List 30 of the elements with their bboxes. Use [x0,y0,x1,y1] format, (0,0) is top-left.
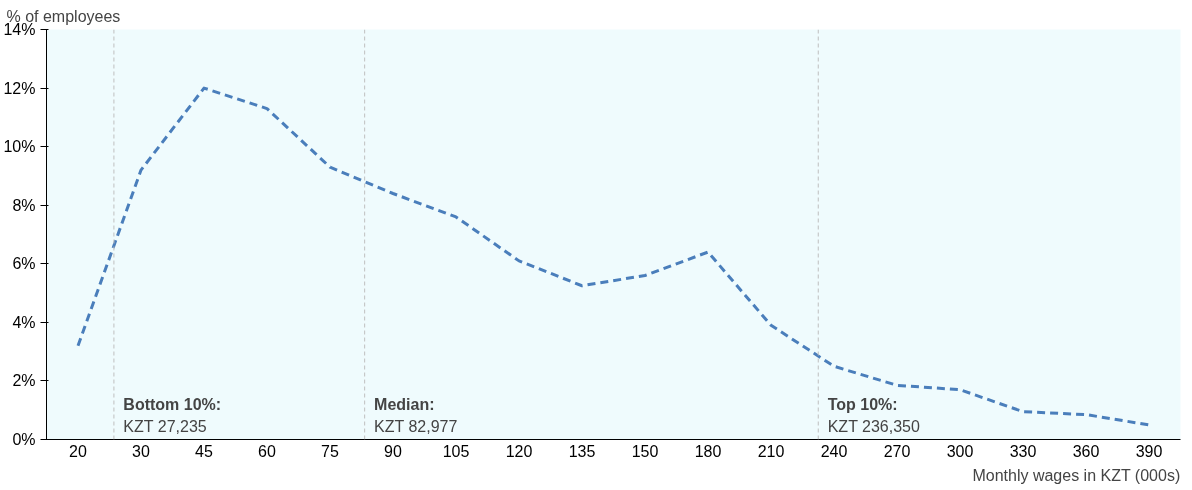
y-tick-label: 6% [12,255,36,273]
x-tick-label: 75 [321,442,339,460]
annotation: Top 10%: KZT 236,350 [827,396,921,436]
y-tick-label: 8% [12,196,36,214]
x-tick-label: 90 [384,442,402,460]
y-tick-label: 10% [3,138,36,156]
x-tick-label: 150 [631,442,659,460]
x-tick-label: 20 [69,442,87,460]
x-tick-label: 135 [568,442,596,460]
y-tick-label: 0% [12,431,36,448]
x-tick-label: 240 [820,442,848,460]
y-tick-label: 4% [12,313,36,331]
annotation: Median: KZT 82,977 [374,396,458,436]
x-tick-label: 30 [132,442,150,460]
y-tick-label: 12% [3,79,36,97]
x-tick-label: 45 [195,442,213,460]
x-tick-label: 105 [442,442,470,460]
x-tick-label: 120 [505,442,533,460]
x-tick-label: 60 [258,442,276,460]
x-tick-label: 330 [1009,442,1037,460]
x-axis-title: Monthly wages in KZT (000s) [972,466,1181,484]
x-tick-label: 180 [694,442,722,460]
y-tick-label: 2% [12,372,36,390]
x-tick-label: 390 [1135,442,1163,460]
y-tick-label: 14% [3,21,36,38]
x-tick-label: 360 [1072,442,1100,460]
x-tick-label: 300 [946,442,974,460]
x-tick-label: 270 [883,442,911,460]
annotation: Bottom 10%: KZT 27,235 [123,396,222,436]
x-tick-label: 210 [757,442,785,460]
